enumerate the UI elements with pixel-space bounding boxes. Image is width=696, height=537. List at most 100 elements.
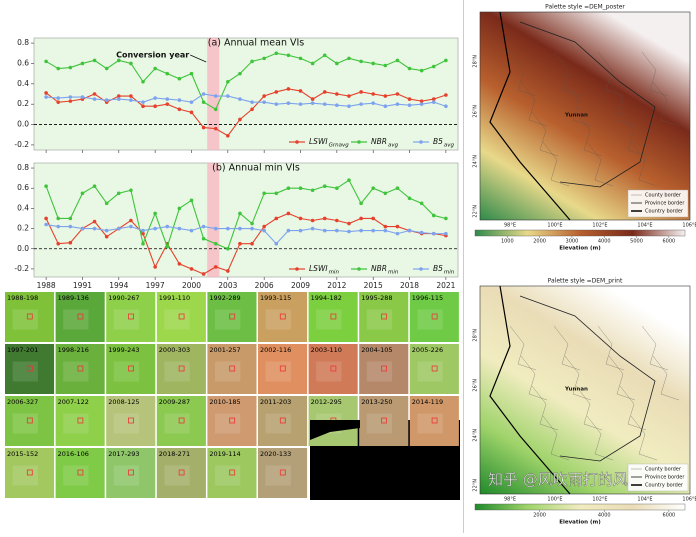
legend-marker <box>295 140 299 144</box>
point <box>371 186 376 191</box>
colorbar-tick-label: 2000 <box>533 513 546 519</box>
thumbnail-texture <box>214 361 241 382</box>
point <box>371 101 376 105</box>
point <box>274 191 279 196</box>
thumbnail <box>359 292 409 342</box>
colorbar-tick-label: 4000 <box>598 239 611 245</box>
point <box>177 206 182 211</box>
thumbnail-label: 1988-198 <box>7 294 38 302</box>
plot-marker <box>77 469 84 476</box>
lat-label: 24°N <box>473 155 479 168</box>
point <box>189 267 194 271</box>
point <box>141 231 145 236</box>
lon-label: 104°E <box>637 223 652 229</box>
point <box>431 231 436 236</box>
legend-label: Country border <box>645 209 684 215</box>
thumbnail-label: 2014-119 <box>412 398 443 406</box>
point <box>371 92 376 96</box>
point <box>298 216 303 221</box>
thumbnail <box>207 344 257 394</box>
county-border <box>564 81 592 127</box>
lon-label: 100°E <box>547 497 562 503</box>
legend-subscript: avg <box>388 143 399 149</box>
point <box>153 104 157 109</box>
point <box>44 184 48 189</box>
x-tick-label: 2012 <box>327 281 346 290</box>
point <box>407 103 412 107</box>
county-border <box>520 355 548 401</box>
point <box>359 201 363 206</box>
point <box>395 92 400 96</box>
x-tick-label: 2015 <box>364 281 383 290</box>
point <box>141 79 145 84</box>
series-line <box>45 212 446 275</box>
point <box>286 87 291 91</box>
colorbar-label: Elevation (m) <box>559 520 601 526</box>
thumbnail-label: 1999-243 <box>108 346 139 354</box>
thumbnail-label: 1992-289 <box>209 294 240 302</box>
thumbnail-label: 2017-293 <box>108 450 139 458</box>
point <box>165 97 170 101</box>
thumbnail-label: 2019-114 <box>209 450 240 458</box>
point <box>213 107 218 112</box>
point <box>274 51 279 56</box>
lat-label: 22°N <box>473 205 479 218</box>
county-border <box>553 325 581 371</box>
thumbnail-label: 1989-136 <box>58 294 89 302</box>
plot-marker <box>178 313 185 320</box>
point <box>250 100 254 104</box>
point <box>213 241 218 246</box>
thumbnail-texture <box>214 309 241 330</box>
thumbnail-label: 2000-303 <box>159 346 190 354</box>
plot-marker <box>431 365 438 372</box>
point <box>177 76 182 81</box>
country-border <box>489 285 571 495</box>
thumbnail-label: 1993-115 <box>260 294 291 302</box>
thumbnail-label: 2012-295 <box>311 398 342 406</box>
point <box>274 90 279 94</box>
thumbnail-texture <box>113 309 140 330</box>
point <box>371 61 376 66</box>
legend-label: LSWI <box>309 137 328 146</box>
thumbnail-label: 1990-267 <box>108 294 139 302</box>
point <box>347 221 351 226</box>
point <box>347 94 351 98</box>
point <box>189 100 194 104</box>
plot-marker <box>381 313 387 320</box>
point <box>383 104 388 109</box>
point <box>80 226 85 231</box>
point <box>226 226 230 231</box>
point <box>298 89 303 93</box>
county-border <box>509 325 537 371</box>
county-border <box>630 141 658 187</box>
point <box>213 226 218 231</box>
series-line <box>45 179 447 250</box>
point <box>165 102 170 106</box>
thumbnail <box>106 396 156 446</box>
point <box>201 92 206 96</box>
thumbnail-texture <box>265 309 291 330</box>
colorbar-tick-label: 2000 <box>533 239 546 245</box>
county-border <box>608 355 636 401</box>
point <box>201 100 206 104</box>
legend-marker <box>419 267 423 271</box>
x-tick-label: 1997 <box>146 281 165 290</box>
point <box>359 90 363 94</box>
point <box>274 241 279 246</box>
thumbnail-texture <box>214 465 241 486</box>
thumbnail-texture <box>316 309 342 330</box>
county-border <box>575 385 603 431</box>
point <box>141 100 145 104</box>
point <box>68 224 73 229</box>
point <box>56 224 61 229</box>
thumbnail-label: 2010-185 <box>209 398 240 406</box>
point <box>92 97 97 101</box>
point <box>129 188 133 193</box>
point <box>262 191 266 196</box>
point <box>189 198 194 203</box>
point <box>201 236 206 241</box>
legend-label: Country border <box>645 483 684 489</box>
point <box>383 63 388 68</box>
x-tick-label: 1991 <box>73 281 92 290</box>
point <box>407 97 412 101</box>
